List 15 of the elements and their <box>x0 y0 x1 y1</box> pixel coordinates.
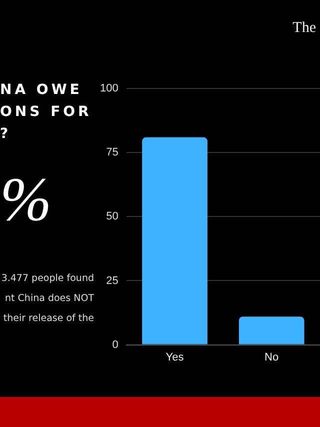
y-tick-label: 25 <box>106 274 118 287</box>
text: ? <box>0 126 12 142</box>
text: NA OWE <box>0 82 82 98</box>
x-tick-label: Yes <box>166 351 184 364</box>
text: % <box>0 165 52 236</box>
x-tick-label: No <box>264 351 279 364</box>
y-tick-label: 75 <box>106 146 118 159</box>
text: nt China does NOT <box>5 293 94 304</box>
y-tick-label: 0 <box>112 338 118 351</box>
y-tick-label: 100 <box>100 82 118 95</box>
text: 3.477 people found <box>1 273 94 284</box>
y-tick-label: 50 <box>106 210 118 223</box>
text: their release of the <box>3 313 94 324</box>
chart-title: The <box>292 20 316 37</box>
text: ONS FOR <box>0 104 92 120</box>
